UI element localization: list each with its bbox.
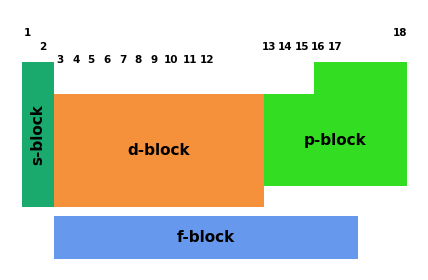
Text: 1: 1 [24, 28, 31, 38]
Bar [22, 62, 38, 94]
Text: 13: 13 [262, 42, 276, 52]
Text: 12: 12 [199, 55, 214, 65]
Bar [54, 216, 358, 259]
Text: 11: 11 [182, 55, 197, 65]
Text: 2: 2 [39, 42, 47, 52]
Text: s-block: s-block [30, 104, 45, 165]
Text: 8: 8 [135, 55, 142, 65]
Bar [54, 94, 264, 207]
Text: p-block: p-block [304, 132, 367, 148]
Text: f-block: f-block [177, 230, 235, 245]
Text: 15: 15 [295, 42, 309, 52]
Bar [314, 62, 407, 94]
Text: 6: 6 [103, 55, 110, 65]
Text: 10: 10 [164, 55, 179, 65]
Text: 4: 4 [72, 55, 80, 65]
Bar [264, 94, 407, 186]
Text: 7: 7 [119, 55, 126, 65]
Text: d-block: d-block [128, 143, 190, 158]
Text: 17: 17 [327, 42, 342, 52]
Text: 9: 9 [150, 55, 157, 65]
Text: 16: 16 [311, 42, 325, 52]
Bar [22, 62, 54, 207]
Text: 3: 3 [56, 55, 64, 65]
Text: 18: 18 [393, 28, 407, 38]
Text: 5: 5 [87, 55, 95, 65]
Text: 14: 14 [278, 42, 293, 52]
